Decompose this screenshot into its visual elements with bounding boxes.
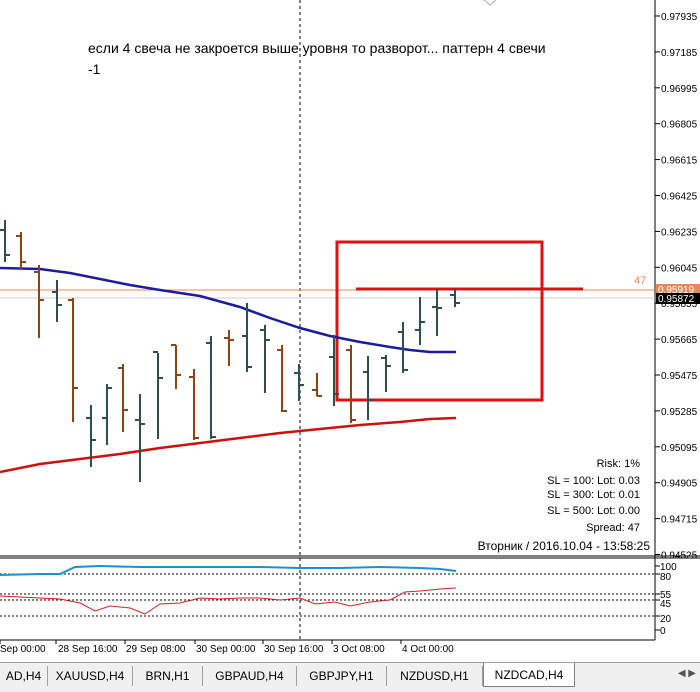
time-axis: Sep 00:00 28 Sep 16:00 29 Sep 08:00 30 S… <box>0 640 454 655</box>
price-tick-label: 0.96425 <box>661 192 698 203</box>
price-tick-label: 0.96235 <box>661 227 698 238</box>
current-price-box <box>656 293 700 304</box>
scroll-arrow-icon[interactable] <box>483 0 497 6</box>
price-tick-label: 0.97185 <box>661 48 698 59</box>
time-label-6: 4 Oct 00:00 <box>402 644 454 655</box>
price-tick-label: 0.95285 <box>661 407 698 418</box>
price-tick-label: 0.95665 <box>661 335 698 346</box>
tab-adh4[interactable]: AD,H4 <box>0 666 48 686</box>
current-price-text: 0.95872 <box>658 294 695 305</box>
time-label-3: 30 Sep 00:00 <box>196 644 256 655</box>
sl500-text: SL = 500: Lot: 0.00 <box>547 505 640 517</box>
time-label-2: 29 Sep 08:00 <box>126 644 186 655</box>
annotation-line2: -1 <box>88 61 101 77</box>
level-price-text: 0.95919 <box>658 285 695 296</box>
ind-tick-55: 55 <box>660 590 672 601</box>
ind-tick-45: 45 <box>660 599 672 610</box>
symbol-tab-bar: AD,H4 XAUUSD,H4 BRN,H1 GBPAUD,H4 GBPJPY,… <box>0 662 700 692</box>
level-price-box <box>656 284 700 295</box>
ind-tick-100: 100 <box>660 562 677 573</box>
tab-scroll-arrows-icon[interactable]: ◀ ▶ <box>677 668 696 679</box>
tab-gbpjpy[interactable]: GBPJPY,H1 <box>297 666 387 686</box>
ma-blue-line <box>0 266 456 354</box>
candlesticks <box>0 220 460 482</box>
ma-red-line <box>0 416 457 474</box>
tab-brn[interactable]: BRN,H1 <box>133 666 203 686</box>
price-tick-label: 0.95095 <box>661 443 698 454</box>
ind-tick-0: 0 <box>660 626 666 637</box>
indicator-panel <box>0 564 655 617</box>
price-tick-label: 0.96995 <box>661 84 698 95</box>
price-tick-label: 0.96805 <box>661 120 698 131</box>
indicator-red-line <box>0 587 457 615</box>
time-label-0: Sep 00:00 <box>0 644 46 655</box>
indicator-blue-line <box>0 564 457 576</box>
time-label-5: 3 Oct 08:00 <box>333 644 385 655</box>
price-axis: 0.97935 0.97185 0.96995 0.96805 0.96615 0.964… <box>655 12 698 562</box>
info-panel: Risk: 1% SL = 100: Lot: 0.03 SL = 300: L… <box>478 458 651 553</box>
price-tick-label: 0.94525 <box>661 551 698 562</box>
time-label-1: 28 Sep 16:00 <box>58 644 118 655</box>
price-tick-label: 0.94905 <box>661 479 698 490</box>
main-chart-area[interactable] <box>0 0 655 555</box>
time-label-4: 30 Sep 16:00 <box>264 644 324 655</box>
risk-text: Risk: 1% <box>597 458 641 470</box>
price-tick-label: 0.94715 <box>661 515 698 526</box>
sl100-text: SL = 100: Lot: 0.03 <box>547 475 640 487</box>
pattern-box[interactable] <box>335 240 544 402</box>
sl300-text: SL = 300: Lot: 0.01 <box>547 489 640 501</box>
tab-nzdcad-active[interactable]: NZDCAD,H4 <box>483 663 575 687</box>
price-tick-label: 0.95855 <box>661 299 698 310</box>
tab-xauusd[interactable]: XAUUSD,H4 <box>48 666 133 686</box>
ind-tick-80: 80 <box>660 572 672 583</box>
datetime-text: Вторник / 2016.10.04 - 13:58:25 <box>478 539 651 553</box>
ind-tick-20: 20 <box>660 614 672 625</box>
price-tick-label: 0.97935 <box>661 12 698 23</box>
annotation-line1: если 4 свеча не закроется выше уровня то… <box>88 40 546 56</box>
price-chart[interactable]: если 4 свеча не закроется выше уровня то… <box>0 0 700 662</box>
price-tick-label: 0.95475 <box>661 371 698 382</box>
indicator-axis: 100 80 55 45 20 0 <box>655 562 677 637</box>
level-label: 47 <box>634 275 646 287</box>
spread-text: Spread: 47 <box>586 522 640 534</box>
price-tick-label: 0.96045 <box>661 263 698 274</box>
tab-gbpaud[interactable]: GBPAUD,H4 <box>203 666 297 686</box>
price-tick-label: 0.96615 <box>661 156 698 167</box>
tab-nzdusd[interactable]: NZDUSD,H1 <box>387 666 483 686</box>
